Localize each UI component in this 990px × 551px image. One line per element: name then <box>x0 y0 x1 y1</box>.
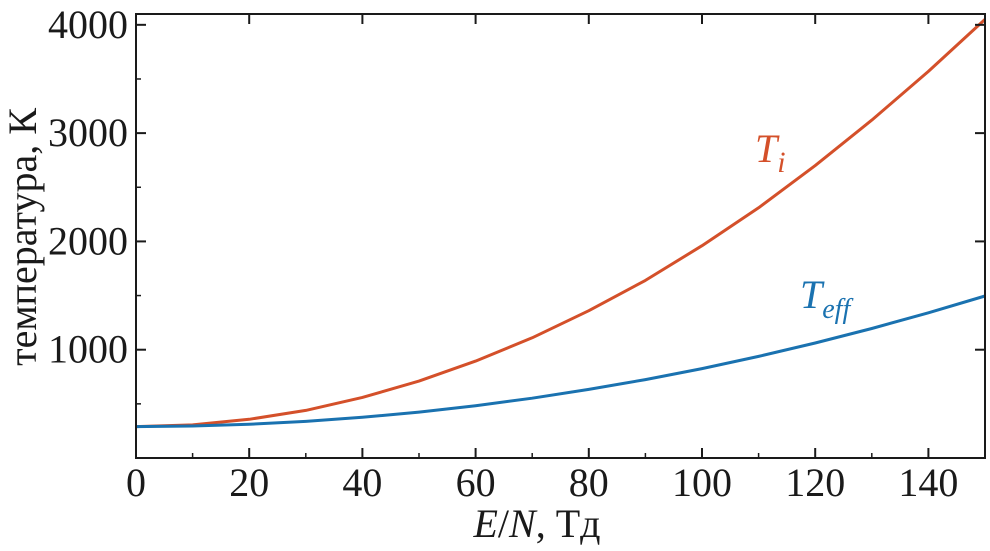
plot-area: Ti Teff <box>135 13 987 459</box>
series-label-t-eff: Teff <box>800 272 853 325</box>
y-tick-label: 3000 <box>48 110 128 155</box>
series-line-t-eff <box>135 294 986 429</box>
y-axis: 1000 2000 3000 4000 <box>48 2 985 405</box>
x-tick-label: 60 <box>456 460 496 505</box>
y-tick-label: 4000 <box>48 2 128 47</box>
x-tick-label: 20 <box>229 460 269 505</box>
series-label-t-i: Ti <box>755 126 786 179</box>
x-tick-label: 140 <box>898 460 958 505</box>
x-axis: 0 20 40 60 80 100 120 140 <box>126 14 958 505</box>
y-axis-label: температура, К <box>0 108 45 366</box>
plot-frame <box>135 13 986 459</box>
x-tick-label: 0 <box>126 460 146 505</box>
x-axis-label: E/N, Тд <box>472 501 600 546</box>
y-tick-label: 2000 <box>48 218 128 263</box>
x-tick-label: 40 <box>342 460 382 505</box>
x-tick-label: 80 <box>569 460 609 505</box>
x-tick-label: 120 <box>785 460 845 505</box>
x-tick-label: 100 <box>672 460 732 505</box>
y-tick-label: 1000 <box>48 327 128 372</box>
series-line-t-i <box>135 18 987 429</box>
